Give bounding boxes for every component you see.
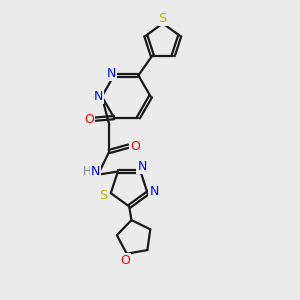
Text: H: H	[83, 165, 92, 178]
Text: N: N	[91, 165, 100, 178]
Text: S: S	[159, 12, 167, 26]
Text: O: O	[120, 254, 130, 267]
Text: O: O	[84, 112, 94, 126]
Text: O: O	[130, 140, 140, 153]
Text: N: N	[137, 160, 147, 173]
Text: S: S	[99, 189, 108, 202]
Text: N: N	[106, 67, 116, 80]
Text: N: N	[149, 185, 159, 198]
Text: N: N	[94, 90, 103, 103]
